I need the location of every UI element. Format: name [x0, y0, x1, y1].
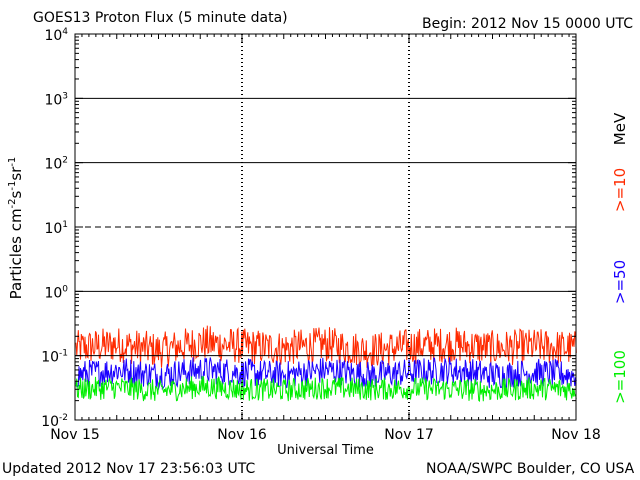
x-axis-label: Universal Time — [277, 443, 374, 458]
legend-ge50: >=50 — [611, 260, 629, 304]
begin-label: Begin: 2012 Nov 15 0000 UTC — [422, 16, 633, 32]
y-tick-label: 104 — [44, 27, 68, 44]
y-tick-label: 100 — [44, 284, 68, 301]
series-line-ge100 — [75, 376, 577, 402]
legend-unit: MeV — [611, 112, 629, 145]
y-axis-label: Particles cm-2s-1sr-1 — [7, 157, 25, 300]
chart-title: GOES13 Proton Flux (5 minute data) — [33, 10, 288, 26]
x-tick-label: Nov 16 — [217, 427, 267, 443]
y-tick-label: 10-1 — [41, 349, 68, 366]
x-tick-label: Nov 17 — [384, 427, 434, 443]
y-tick-label: 10-2 — [41, 413, 68, 430]
y-tick-label: 103 — [44, 91, 68, 108]
legend-ge100: >=100 — [611, 350, 629, 404]
x-tick-label: Nov 18 — [551, 427, 601, 443]
legend-ge10: >=10 — [611, 168, 629, 212]
series-line-ge50 — [75, 357, 577, 391]
y-tick-label: 101 — [44, 220, 68, 237]
updated-label: Updated 2012 Nov 17 23:56:03 UTC — [2, 461, 256, 477]
credit-label: NOAA/SWPC Boulder, CO USA — [426, 461, 635, 477]
series-line-ge10 — [75, 325, 577, 368]
y-tick-label: 102 — [44, 156, 68, 173]
x-tick-label: Nov 15 — [50, 427, 100, 443]
